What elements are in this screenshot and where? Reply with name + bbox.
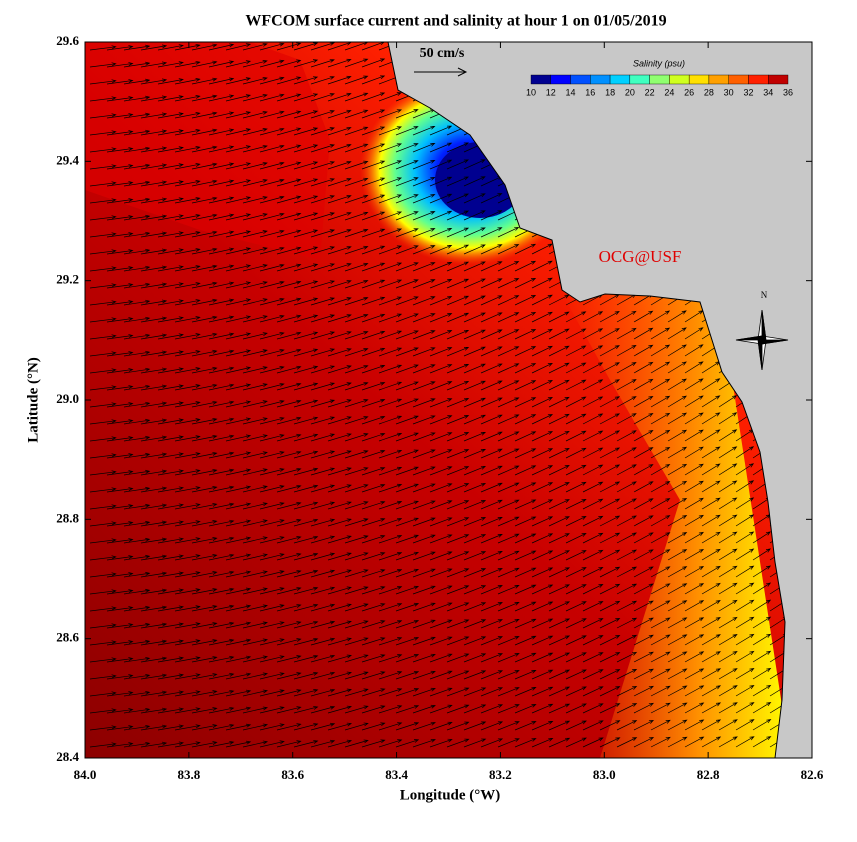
colorbar-segment [708,74,729,85]
colorbar-segment [609,74,631,85]
colorbar-segment [590,74,611,85]
colorbar-tick-label: 16 [585,87,595,97]
colorbar-segment [728,74,749,85]
map-title: WFCOM surface current and salinity at ho… [245,13,666,30]
y-tick-label: 28.4 [56,749,79,764]
colorbar-segment [530,74,551,85]
scale-label: 50 cm/s [420,46,465,61]
colorbar-segment [570,74,591,85]
x-tick-label: 82.6 [801,767,824,782]
y-axis-label: Latitude (°N) [25,357,41,443]
colorbar-tick-label: 18 [605,87,615,97]
y-tick-label: 28.8 [56,510,79,525]
colorbar: 10 12 14 16 18 20 22 24 26 28 30 32 34 36 [526,74,793,97]
x-tick-label: 82.8 [697,767,720,782]
y-tick-label: 28.6 [56,630,79,645]
colorbar-segment [688,74,710,85]
colorbar-tick-label: 22 [645,87,655,97]
x-tick-label: 84.0 [74,767,97,782]
x-tick-label: 83.4 [385,767,408,782]
colorbar-tick-label: 10 [526,87,536,97]
compass [735,309,789,371]
colorbar-tick-label: 26 [684,87,694,97]
colorbar-segment [629,74,650,85]
scale-arrow [414,67,468,77]
y-tick-label: 29.6 [56,33,79,48]
colorbar-title: Salinity (psu) [633,58,685,68]
colorbar-tick-label: 32 [743,87,753,97]
axes: 84.0 83.8 83.6 83.4 83.2 83.0 82.8 82.6 28.4 28.6… [56,33,824,782]
x-tick-label: 83.2 [489,767,512,782]
colorbar-segment [550,74,571,85]
colorbar-tick-label: 24 [664,87,674,97]
x-axis-label: Longitude (°W) [400,787,501,803]
colorbar-tick-label: 34 [763,87,773,97]
colorbar-segment [649,74,670,85]
colorbar-tick-label: 12 [546,87,556,97]
y-tick-label: 29.2 [56,272,79,287]
colorbar-tick-label: 20 [625,87,635,97]
colorbar-tick-label: 36 [783,87,793,97]
y-tick-label: 29.0 [56,391,79,406]
colorbar-segment [748,74,769,85]
compass-label: N [761,290,768,300]
colorbar-segment [669,74,690,85]
x-tick-label: 83.6 [281,767,304,782]
x-tick-label: 83.8 [177,767,200,782]
colorbar-tick-label: 28 [704,87,714,97]
colorbar-segment [768,74,789,85]
colorbar-tick-label: 14 [566,87,576,97]
y-tick-label: 29.4 [56,152,79,167]
coastline [387,41,786,759]
colorbar-tick-label: 30 [724,87,734,97]
x-tick-label: 83.0 [593,767,616,782]
credit: OCG@USF [599,247,682,266]
